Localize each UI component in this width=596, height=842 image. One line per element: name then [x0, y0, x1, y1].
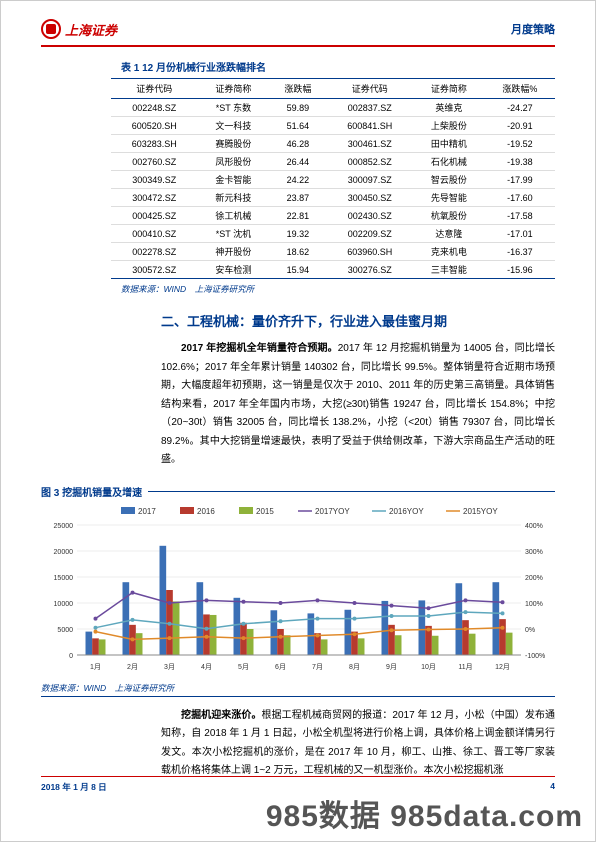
chart-container: 2017 2016 2015 2017YOY 2016YOY 2015YOY 0 5000 10…	[41, 503, 555, 678]
svg-text:12月: 12月	[495, 663, 510, 671]
chart-bottom-rule	[41, 696, 555, 697]
table-header: 证券简称	[198, 79, 270, 99]
section-title: 二、工程机械：量价齐升下，行业进入最佳蜜月期	[161, 311, 555, 330]
svg-text:5000: 5000	[57, 627, 73, 634]
svg-text:2016YOY: 2016YOY	[389, 507, 424, 516]
svg-text:20000: 20000	[54, 549, 74, 556]
table-row: 002248.SZ*ST 东数59.89002837.SZ英维克-24.27	[111, 99, 555, 117]
svg-text:3月: 3月	[164, 663, 175, 671]
doc-category: 月度策略	[511, 21, 555, 37]
svg-text:100%: 100%	[525, 601, 543, 608]
svg-text:25000: 25000	[54, 523, 74, 530]
table-row: 000425.SZ徐工机械22.81002430.SZ杭氧股份-17.58	[111, 207, 555, 225]
table-row: 300572.SZ安车检测15.94300276.SZ三丰智能-15.96	[111, 261, 555, 279]
svg-text:2017YOY: 2017YOY	[315, 507, 350, 516]
svg-text:7月: 7月	[312, 663, 323, 671]
rank-table: 证券代码证券简称涨跌幅证券代码证券简称涨跌幅% 002248.SZ*ST 东数5…	[111, 78, 555, 279]
svg-text:2月: 2月	[127, 663, 138, 671]
svg-text:2015YOY: 2015YOY	[463, 507, 498, 516]
svg-text:2016: 2016	[197, 507, 215, 516]
svg-text:2017: 2017	[138, 507, 156, 516]
table-row: 002760.SZ凤形股份26.44000852.SZ石化机械-19.38	[111, 153, 555, 171]
svg-text:9月: 9月	[386, 663, 397, 671]
table-header: 涨跌幅%	[485, 79, 555, 99]
svg-text:11月: 11月	[458, 663, 472, 671]
svg-text:400%: 400%	[525, 523, 543, 530]
table-row: 300472.SZ新元科技23.87300450.SZ先导智能-17.60	[111, 189, 555, 207]
chart-title: 图 3 挖掘机销量及增速	[41, 484, 142, 499]
svg-text:2015: 2015	[256, 507, 274, 516]
svg-text:200%: 200%	[525, 575, 543, 582]
chart-title-rule	[148, 491, 555, 492]
chart-source: 数据来源：WIND 上海证券研究所	[41, 682, 555, 694]
table-header: 涨跌幅	[269, 79, 326, 99]
para1-lead: 2017 年挖掘机全年销量符合预期。	[181, 343, 338, 354]
table-row: 300349.SZ金卡智能24.22300097.SZ智云股份-17.99	[111, 171, 555, 189]
table-row: 000410.SZ*ST 沈机19.32002209.SZ达意隆-17.01	[111, 225, 555, 243]
table-row: 002278.SZ神开股份18.62603960.SH克来机电-16.37	[111, 243, 555, 261]
svg-text:0%: 0%	[525, 627, 535, 634]
table-header: 证券代码	[326, 79, 413, 99]
svg-text:5月: 5月	[238, 663, 249, 671]
table-header: 证券代码	[111, 79, 198, 99]
svg-text:6月: 6月	[275, 663, 286, 671]
excavator-chart: 2017 2016 2015 2017YOY 2016YOY 2015YOY 0 5000 10…	[41, 503, 557, 673]
table-row: 603283.SH赛腾股份46.28300461.SZ田中精机-19.52	[111, 135, 555, 153]
svg-text:10000: 10000	[54, 601, 74, 608]
svg-text:-100%: -100%	[525, 653, 545, 660]
paragraph-1: 2017 年挖掘机全年销量符合预期。2017 年 12 月挖掘机销量为 1400…	[161, 340, 555, 470]
footer-date: 2018 年 1 月 8 日	[41, 781, 107, 793]
table-source: 数据来源：WIND 上海证券研究所	[121, 283, 555, 295]
para2-lead: 挖掘机迎来涨价。	[181, 710, 262, 721]
table-header: 证券简称	[413, 79, 485, 99]
svg-text:1月: 1月	[90, 663, 101, 671]
svg-text:4月: 4月	[201, 663, 212, 671]
svg-text:0: 0	[69, 653, 73, 660]
table-title: 表 1 12 月份机械行业涨跌幅排名	[41, 59, 555, 74]
logo: 上海证券	[41, 19, 117, 39]
table-row: 600520.SH文一科技51.64600841.SH上柴股份-20.91	[111, 117, 555, 135]
svg-text:15000: 15000	[54, 575, 74, 582]
watermark: 985数据 985data.com	[266, 791, 583, 835]
svg-text:300%: 300%	[525, 549, 543, 556]
para1-body: 2017 年 12 月挖掘机销量为 14005 台，同比增长 102.6%；20…	[161, 343, 555, 465]
logo-text: 上海证券	[65, 20, 117, 39]
svg-text:10月: 10月	[421, 663, 436, 671]
svg-text:8月: 8月	[349, 663, 360, 671]
